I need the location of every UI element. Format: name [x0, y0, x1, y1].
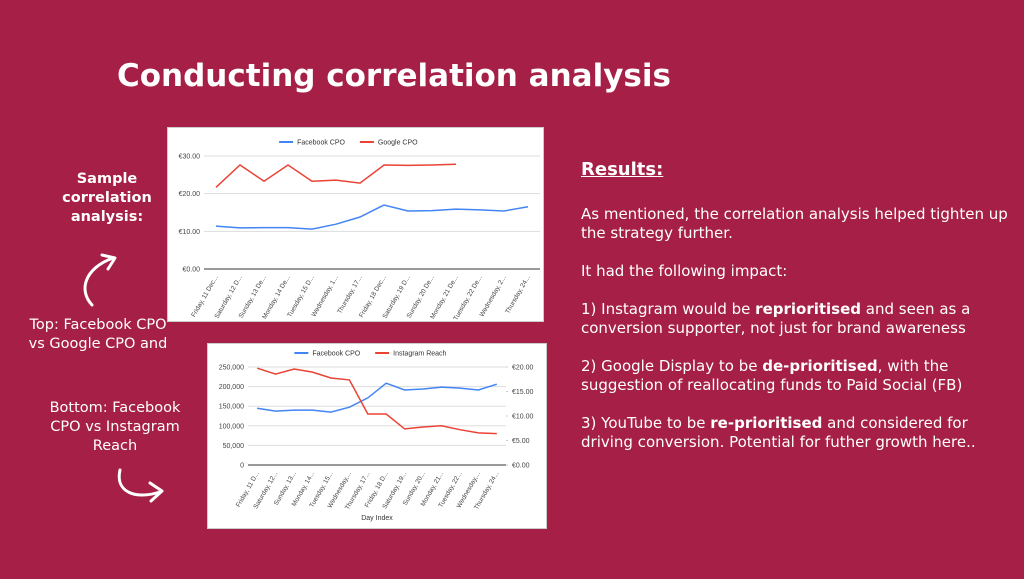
point-emphasis: re-prioritised — [710, 414, 823, 432]
point: 2) Google Display to be de-prioritised, … — [581, 357, 1011, 395]
point-emphasis: de-prioritised — [762, 357, 878, 375]
paragraph: It had the following impact: — [581, 262, 788, 280]
arrow — [117, 468, 162, 497]
legend-label: Facebook CPO — [312, 351, 360, 358]
arrow — [83, 256, 115, 307]
y-tick-label: 150,000 — [219, 404, 244, 411]
note: Sample correlation analysis: — [62, 171, 152, 225]
y-tick-label: €30.00 — [179, 154, 201, 161]
point-text: and considered for driving conversion. P… — [581, 414, 976, 451]
y-tick-label: €0.00 — [182, 267, 200, 274]
x-tick-label: Thursday, 24... — [504, 274, 532, 315]
y2-tick-label: €20.00 — [512, 365, 534, 372]
series-line — [256, 367, 497, 435]
y-tick-label: 200,000 — [219, 384, 244, 391]
arrow-head — [100, 253, 117, 271]
note: Bottom: Facebook CPO vs Instagram Reach — [49, 400, 181, 454]
x-axis-label: Day Index — [361, 515, 393, 522]
point-text: 1) Instagram would be — [581, 300, 756, 318]
point-text: , with the suggestion of reallocating fu… — [581, 357, 963, 394]
point-text: 3) YouTube to be — [581, 414, 711, 432]
y-tick-label: 50,000 — [223, 443, 245, 450]
arrow-head — [148, 481, 164, 503]
note: Top: Facebook CPO vs Google CPO and — [28, 317, 168, 352]
y2-tick-label: €15.00 — [512, 389, 534, 396]
results-heading: Results: — [581, 159, 664, 180]
point: 3) YouTube to be re-prioritised and cons… — [581, 414, 1011, 452]
slide-title: Conducting correlation analysis — [117, 58, 671, 94]
point: 1) Instagram would be reprioritised and … — [581, 300, 1011, 338]
point-emphasis: reprioritised — [755, 300, 862, 318]
points: 1) Instagram would be reprioritised and … — [581, 300, 1011, 452]
y-tick-label: €10.00 — [179, 229, 201, 236]
paragraph: As mentioned, the correlation analysis h… — [581, 205, 1008, 242]
x-tick-label: Thursday, 17... — [336, 274, 364, 315]
y-tick-label: 0 — [240, 463, 244, 470]
point-text: 2) Google Display to be — [581, 357, 763, 375]
legend-label: Facebook CPO — [297, 140, 345, 147]
y2-tick-label: €5.00 — [512, 438, 530, 445]
series-line — [257, 382, 498, 413]
chart: 0 50,000 100,000 150,000 200,000 250,000 €0.00… — [207, 343, 547, 529]
y-tick-label: 100,000 — [219, 423, 244, 430]
point-text: and seen as a conversion supporter, not … — [581, 300, 971, 337]
legend-label: Google CPO — [378, 140, 418, 147]
y2-tick-label: €10.00 — [512, 414, 534, 421]
legend-label: Instagram Reach — [393, 351, 446, 358]
results: Results: As mentioned, the correlation a… — [581, 160, 1011, 471]
series-line — [215, 204, 529, 230]
y2-tick-label: €0.00 — [512, 463, 530, 470]
y-tick-label: €20.00 — [179, 191, 201, 198]
series-line — [215, 163, 457, 188]
y-tick-label: 250,000 — [219, 365, 244, 372]
